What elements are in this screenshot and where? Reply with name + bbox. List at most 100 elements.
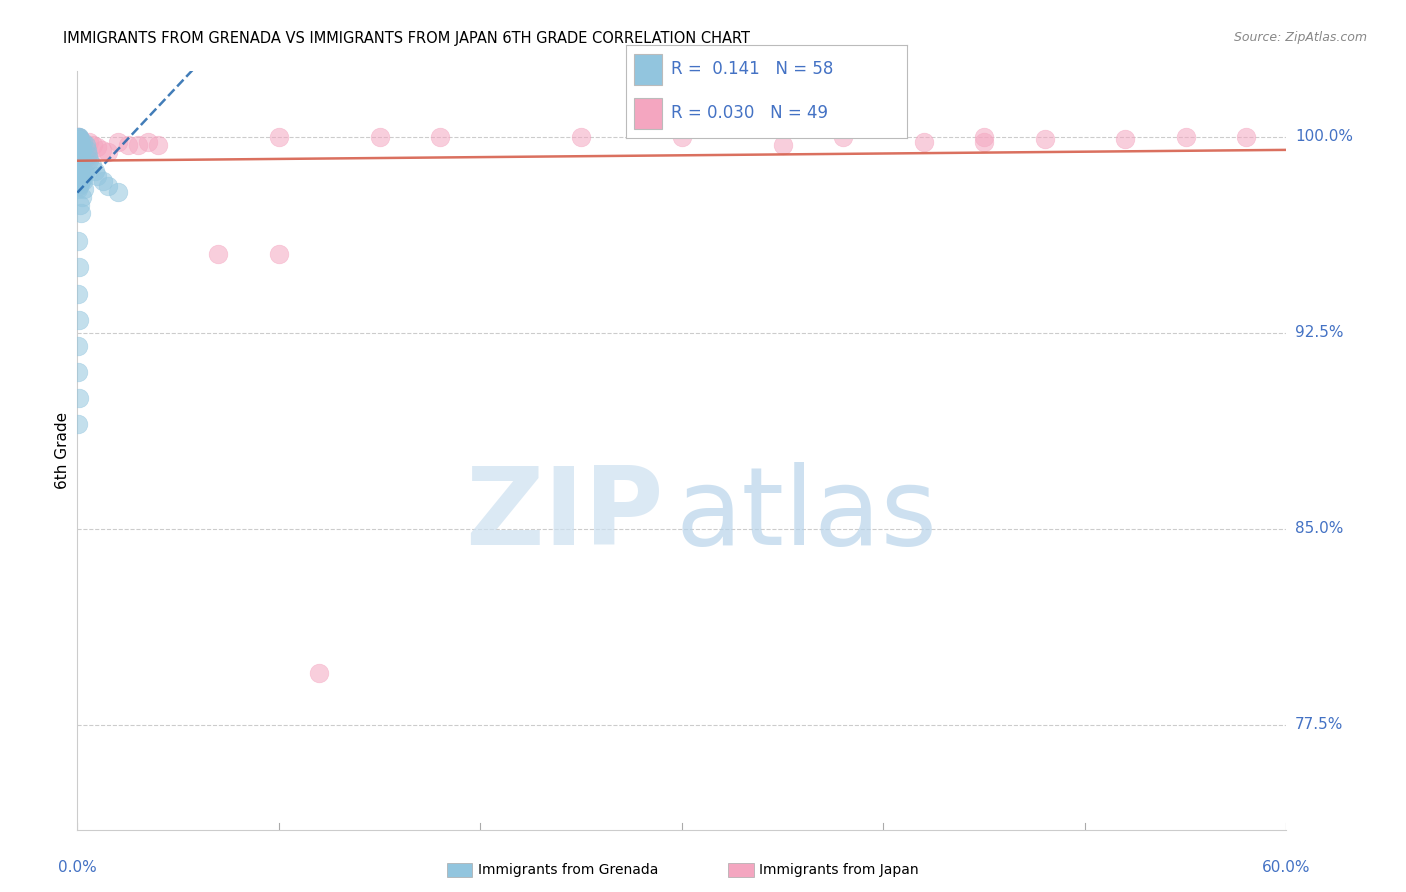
Point [70, 137, 93, 152]
Point [832, 129, 855, 144]
Point [75, 151, 97, 165]
Point [67, 151, 90, 165]
Point [267, 247, 290, 261]
Point [72, 143, 94, 157]
Point [67, 129, 90, 144]
Point [67, 135, 90, 149]
Point [772, 137, 794, 152]
Point [70, 174, 93, 188]
Point [67, 339, 90, 353]
Point [1033, 132, 1056, 146]
Point [77, 148, 100, 162]
Point [70, 135, 93, 149]
Point [69, 135, 91, 149]
Point [91, 174, 114, 188]
Point [569, 129, 592, 144]
Point [67, 132, 90, 146]
Text: 0.0%: 0.0% [58, 860, 97, 875]
Point [912, 135, 935, 149]
Point [70, 205, 93, 219]
Point [69, 156, 91, 170]
Point [72, 190, 94, 204]
Point [72, 140, 94, 154]
Point [429, 129, 451, 144]
Point [67, 286, 90, 301]
Point [127, 137, 149, 152]
Point [75, 145, 97, 160]
Point [207, 247, 229, 261]
Point [72, 140, 94, 154]
Point [67, 169, 90, 183]
Point [79, 153, 101, 168]
Point [69, 166, 91, 180]
Point [72, 174, 94, 188]
Text: Immigrants from Grenada: Immigrants from Grenada [478, 863, 658, 877]
Point [67, 179, 90, 194]
Text: R = 0.030   N = 49: R = 0.030 N = 49 [671, 104, 828, 122]
Point [67, 391, 90, 405]
Point [67, 132, 90, 146]
Point [69, 137, 91, 152]
Point [67, 159, 90, 173]
Point [107, 185, 129, 199]
Point [72, 137, 94, 152]
Point [136, 135, 159, 149]
Point [671, 129, 693, 144]
Point [79, 135, 101, 149]
Point [67, 312, 90, 326]
Point [1234, 129, 1257, 144]
Point [67, 417, 90, 432]
Point [67, 129, 90, 144]
Point [146, 137, 169, 152]
Point [72, 143, 94, 157]
Point [76, 143, 98, 157]
Point [67, 235, 90, 249]
Point [368, 129, 391, 144]
Point [67, 129, 90, 144]
Point [267, 129, 290, 144]
Point [70, 135, 93, 149]
Text: Source: ZipAtlas.com: Source: ZipAtlas.com [1233, 31, 1367, 45]
Point [69, 177, 91, 191]
Point [973, 129, 995, 144]
Point [72, 143, 94, 157]
Point [973, 135, 995, 149]
Point [70, 163, 93, 178]
Point [72, 135, 94, 149]
Point [73, 143, 96, 157]
Point [73, 182, 96, 196]
Point [69, 132, 91, 146]
Point [67, 161, 90, 175]
Point [75, 166, 97, 180]
Point [117, 137, 139, 152]
Point [82, 137, 104, 152]
Point [66, 365, 89, 379]
Point [1114, 132, 1136, 146]
Point [96, 179, 118, 194]
Point [67, 129, 90, 144]
Point [90, 143, 112, 157]
Text: ZIP: ZIP [465, 462, 664, 568]
Point [67, 143, 90, 157]
Point [69, 135, 91, 149]
Point [67, 182, 90, 196]
Point [75, 148, 97, 162]
Point [67, 260, 90, 275]
Point [84, 163, 107, 178]
Text: 85.0%: 85.0% [1295, 522, 1343, 536]
Point [86, 140, 108, 154]
Text: R =  0.141   N = 58: R = 0.141 N = 58 [671, 61, 832, 78]
Point [86, 169, 108, 183]
Point [73, 145, 96, 160]
Point [70, 137, 93, 152]
Point [72, 140, 94, 154]
Text: Immigrants from Japan: Immigrants from Japan [759, 863, 920, 877]
Text: atlas: atlas [676, 462, 938, 568]
Point [107, 135, 129, 149]
Point [73, 145, 96, 160]
Point [96, 145, 118, 160]
Point [1174, 129, 1197, 144]
Point [69, 135, 91, 149]
Text: 60.0%: 60.0% [1263, 860, 1310, 875]
Bar [634, 54, 662, 85]
